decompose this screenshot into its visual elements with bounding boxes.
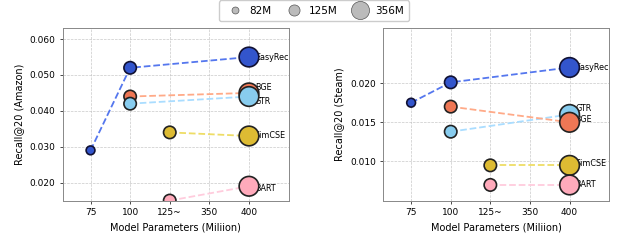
Point [125,95,135,98]
Point [485,164,495,167]
Point [485,183,495,187]
Text: SimCSE: SimCSE [575,159,607,168]
Point [244,95,254,98]
Text: GTR: GTR [575,104,592,113]
Point [565,164,575,167]
Text: BART: BART [255,184,276,193]
Text: EasyRec: EasyRec [575,63,609,72]
Point [125,66,135,70]
Point [244,55,254,59]
Text: EasyRec: EasyRec [255,53,288,62]
Legend: 82M, 125M, 356M: 82M, 125M, 356M [219,0,409,21]
Point [446,105,456,109]
Y-axis label: Recall@20 (Amazon): Recall@20 (Amazon) [14,64,24,165]
Point [565,120,575,124]
Point [244,184,254,188]
Point [565,183,575,187]
X-axis label: Model Parameters (Miliion): Model Parameters (Miliion) [431,223,561,233]
Point [446,80,456,84]
Y-axis label: Recall@20 (Steam): Recall@20 (Steam) [334,68,344,161]
Text: SimCSE: SimCSE [255,131,286,140]
Point [406,101,416,105]
Text: BART: BART [575,181,596,190]
Point [244,91,254,95]
Text: GTR: GTR [255,97,271,106]
X-axis label: Model Parameters (Miliion): Model Parameters (Miliion) [111,223,241,233]
Point [85,148,95,152]
Text: BGE: BGE [255,83,271,92]
Point [125,102,135,105]
Point [165,199,175,202]
Point [165,131,175,134]
Point [446,130,456,134]
Point [244,134,254,138]
Point [565,66,575,69]
Text: BGE: BGE [575,115,592,124]
Point [565,113,575,116]
